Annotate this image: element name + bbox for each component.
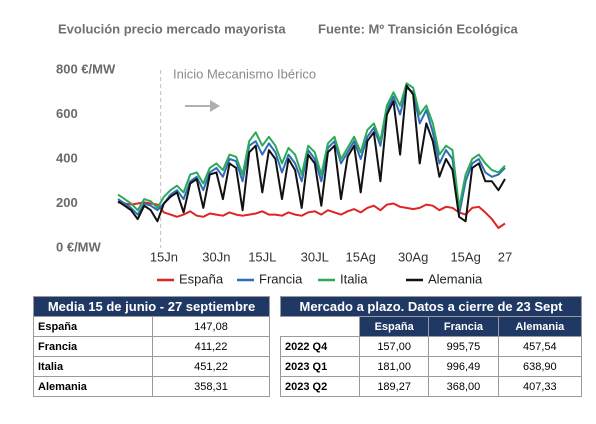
x-tick-label: 15Ag: [450, 249, 480, 264]
cell-value: 407,33: [497, 376, 583, 397]
cell-value: 995,75: [428, 336, 499, 357]
cell-value: 157,00: [358, 336, 430, 357]
row-label: Alemania: [33, 376, 153, 397]
table-row: Alemania 358,31: [33, 376, 270, 397]
legend-label: Alemania: [428, 271, 483, 286]
row-label: 2023 Q2: [280, 376, 360, 397]
y-tick-label: 400: [56, 150, 78, 165]
column-header: Alemania: [497, 316, 583, 337]
table-title-row: Media 15 de junio - 27 septiembre: [33, 296, 270, 317]
annotation: Inicio Mecanismo Ibérico: [173, 66, 316, 81]
table: Mercado a plazo. Datos a cierre de 23 Se…: [280, 296, 583, 397]
chart-title: Evolución precio mercado mayorista: [58, 21, 286, 36]
cell-value: 189,27: [358, 376, 430, 397]
table-row: Italia 451,22: [33, 356, 270, 377]
cell-value: 457,54: [497, 336, 583, 357]
x-tick-label: 30Ag: [398, 249, 428, 264]
y-tick-label: 800 €/MW: [56, 61, 116, 76]
row-label: Francia: [33, 336, 153, 357]
cell-value: 147,08: [152, 316, 270, 337]
x-tick-label: 15Ag: [346, 249, 376, 264]
annotation-arrow: [185, 100, 220, 112]
table-title: Mercado a plazo. Datos a cierre de 23 Se…: [280, 296, 582, 317]
x-tick-label: 30Jn: [202, 249, 230, 264]
row-label: 2022 Q4: [280, 336, 360, 357]
cell-value: 411,22: [152, 336, 270, 357]
chart-source: Fuente: Mº Transición Ecológica: [318, 21, 519, 36]
y-tick-label: 600: [56, 106, 78, 121]
cell-value: 358,31: [152, 376, 270, 397]
cell-value: 368,00: [428, 376, 499, 397]
y-tick-label: 200: [56, 195, 78, 210]
chart: Evolución precio mercado mayorista Fuent…: [56, 21, 519, 286]
table-row: Francia 411,22: [33, 336, 270, 357]
legend-label: Francia: [259, 271, 303, 286]
blank-cell: [281, 317, 360, 337]
x-tick-label: 30JL: [301, 249, 329, 264]
row-label: España: [33, 316, 153, 337]
table-row: 2023 Q2 189,27 368,00 407,33: [280, 376, 583, 397]
x-tick-label: 15JL: [248, 249, 276, 264]
cell-value: 996,49: [428, 356, 499, 377]
cell-value: 181,00: [358, 356, 430, 377]
row-label: 2023 Q1: [280, 356, 360, 377]
cell-value: 451,22: [152, 356, 270, 377]
table-title-row: Mercado a plazo. Datos a cierre de 23 Se…: [280, 296, 582, 317]
y-tick-label: 0 €/MW: [56, 239, 102, 254]
cell-value: 638,90: [497, 356, 583, 377]
column-header: España: [358, 316, 430, 337]
table-row: 2022 Q4 157,00 995,75 457,54: [280, 336, 583, 357]
series-line: [117, 86, 506, 216]
table-row: España 147,08: [33, 316, 270, 337]
legend-label: Italia: [340, 271, 368, 286]
x-tick-label: 27: [498, 249, 512, 264]
table-title: Media 15 de junio - 27 septiembre: [33, 296, 270, 317]
series-line: [117, 201, 506, 229]
table-row: 2023 Q1 181,00 996,49 638,90: [280, 356, 583, 377]
series-line: [117, 84, 506, 223]
legend-label: España: [179, 271, 224, 286]
row-label: Italia: [33, 356, 153, 377]
series-line: [117, 82, 506, 212]
column-header: Francia: [428, 316, 499, 337]
table: Media 15 de junio - 27 septiembre España 1…: [33, 296, 270, 397]
column-header-row: España Francia Alemania: [281, 316, 583, 337]
x-tick-label: 15Jn: [150, 249, 178, 264]
